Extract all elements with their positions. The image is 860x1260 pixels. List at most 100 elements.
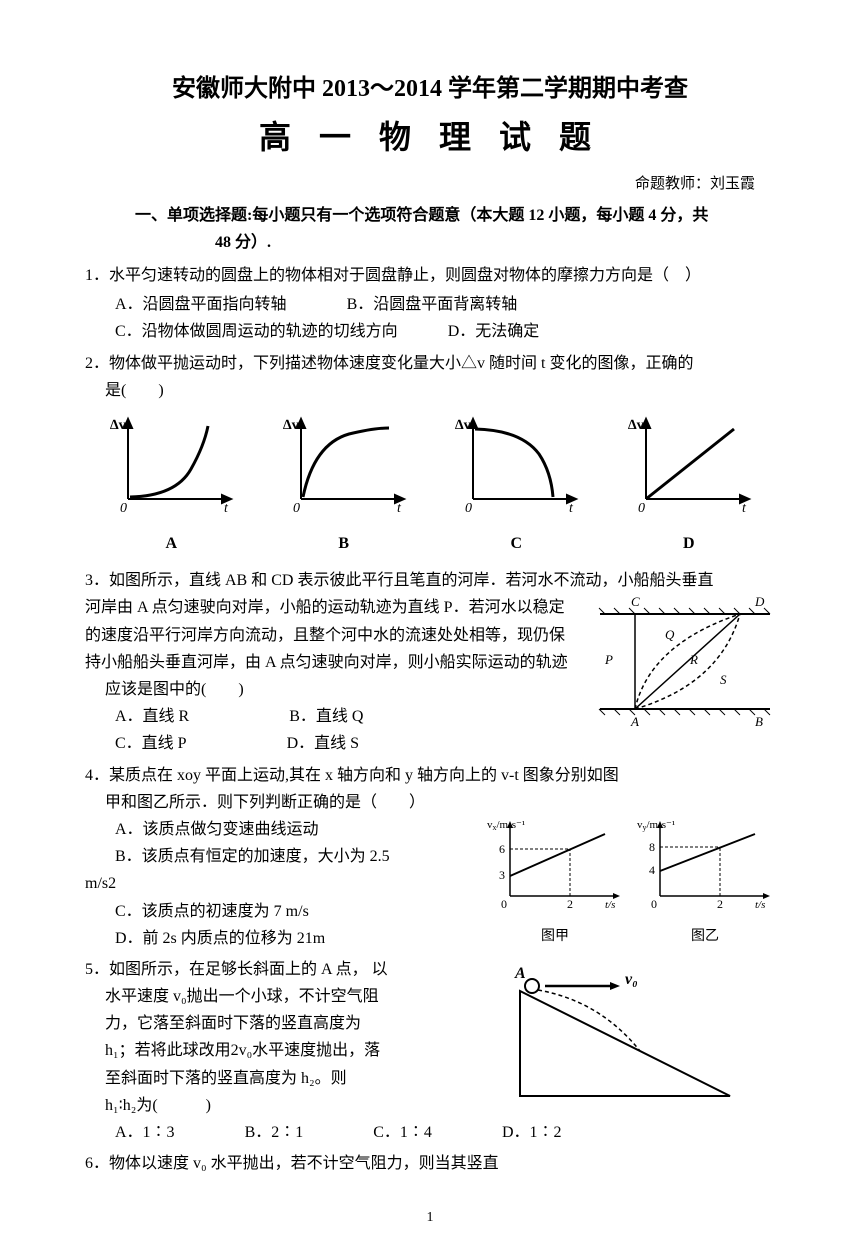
q2-a-ylabel: ∆v: [110, 418, 126, 433]
q1-opt-c: C．沿物体做圆周运动的轨迹的切线方向: [115, 318, 398, 345]
q3-label-b: B: [755, 714, 763, 729]
q2-c-origin: 0: [465, 501, 472, 516]
q2-graphs: ∆v 0 t A ∆v 0 t B: [85, 414, 775, 557]
q2-d-xlabel: t: [742, 501, 747, 516]
q3-label-p: P: [604, 652, 613, 667]
q2-graph-d: ∆v 0 t D: [624, 414, 754, 557]
q2-d-origin: 0: [638, 501, 645, 516]
q2-b-xlabel: t: [397, 501, 402, 516]
q5-opt-a: A．1∶3: [115, 1119, 175, 1146]
q4-yi-caption: 图乙: [635, 925, 775, 949]
q4-jia-xlabel: t/s: [605, 899, 615, 911]
q4-jia-0: 0: [501, 897, 507, 911]
q2-stem-2: 是( ): [105, 377, 775, 404]
q5-line1: 5．如图所示，在足够长斜面上的 A 点， 以: [85, 956, 465, 983]
q5-opt-b: B．2∶1: [245, 1119, 304, 1146]
q4-yi-y8: 8: [649, 840, 655, 854]
question-6: 6．物体以速度 v₀ 水平抛出，若不计空气阻力，则当其竖直: [85, 1150, 775, 1177]
q2-stem-1: 2．物体做平抛运动时，下列描述物体速度变化量大小△v 随时间 t 变化的图像，正…: [85, 350, 775, 377]
q3-label-r: R: [689, 652, 698, 667]
q4-fig-yi: vy/m·s⁻¹ 8 4 0 2 t/s 图乙: [635, 816, 775, 952]
q4-fig-yi-svg: vy/m·s⁻¹ 8 4 0 2 t/s: [635, 816, 775, 916]
q3-label-d: D: [754, 594, 765, 609]
q4-yi-x2: 2: [717, 897, 723, 911]
q2-label-c: C: [451, 530, 581, 557]
q3-label-a: A: [630, 714, 639, 729]
q3-figure-svg: C D A B P Q R S: [595, 594, 775, 734]
q5-figure-svg: A v₀: [490, 956, 750, 1106]
q5-line3: 力，它落至斜面时下落的竖直高度为: [105, 1010, 465, 1037]
q2-label-b: B: [279, 530, 409, 557]
q3-figure: C D A B P Q R S: [595, 594, 775, 743]
q2-c-ylabel: ∆v: [455, 418, 471, 433]
q4-jia-x2: 2: [567, 897, 573, 911]
q1-opt-b: B．沿圆盘平面背离转轴: [347, 291, 518, 318]
q2-graph-c-svg: ∆v 0 t: [451, 414, 581, 519]
q3-opt-a: A．直线 R: [115, 703, 189, 730]
q3-label-s: S: [720, 672, 727, 687]
q5-figure: A v₀: [465, 956, 776, 1119]
q1-stem: 1．水平匀速转动的圆盘上的物体相对于圆盘静止，则圆盘对物体的摩擦力方向是（ ）: [85, 262, 775, 289]
section-1-title-line1: 一、单项选择题:每小题只有一个选项符合题意（本大题 12 小题，每小题 4 分，…: [135, 207, 708, 224]
q3-opt-d: D．直线 S: [287, 730, 359, 757]
q4-opt-c: C．该质点的初速度为 7 m/s: [115, 898, 465, 925]
q4-jia-ylabel: vx/m·s⁻¹: [487, 819, 525, 832]
q2-b-ylabel: ∆v: [283, 418, 299, 433]
q2-b-origin: 0: [293, 501, 300, 516]
q5-opt-c: C．1∶4: [373, 1119, 432, 1146]
q4-fig-jia-svg: vx/m·s⁻¹ 6 3 0 2 t/s: [485, 816, 625, 916]
question-3: 3．如图所示，直线 AB 和 CD 表示彼此平行且笔直的河岸．若河水不流动，小船…: [85, 567, 775, 757]
q5-label-a: A: [514, 965, 526, 982]
q2-d-ylabel: ∆v: [628, 418, 644, 433]
q2-graph-c: ∆v 0 t C: [451, 414, 581, 557]
teacher-credit: 命题教师：刘玉霞: [85, 172, 775, 196]
question-4: 4．某质点在 xoy 平面上运动,其在 x 轴方向和 y 轴方向上的 v-t 图…: [85, 762, 775, 952]
q2-c-xlabel: t: [569, 501, 574, 516]
q3-opt-c: C．直线 P: [115, 730, 187, 757]
q4-jia-y6: 6: [499, 842, 505, 856]
q5-line5: 至斜面时下落的竖直高度为 h₂。则: [105, 1065, 465, 1092]
q5-line2: 水平速度 v₀抛出一个小球，不计空气阻: [105, 983, 465, 1010]
q2-a-origin: 0: [120, 501, 127, 516]
q4-opt-b1: B．该质点有恒定的加速度，大小为 2.5: [115, 843, 465, 870]
question-1: 1．水平匀速转动的圆盘上的物体相对于圆盘静止，则圆盘对物体的摩擦力方向是（ ） …: [85, 262, 775, 346]
q5-line6: h₁∶h₂为( ): [105, 1092, 465, 1119]
q3-line3: 的速度沿平行河岸方向流动，且整个河中水的流速处处相等，现仍保: [85, 622, 587, 649]
q3-label-c: C: [631, 594, 640, 609]
q2-graph-d-svg: ∆v 0 t: [624, 414, 754, 519]
q4-yi-0: 0: [651, 897, 657, 911]
q3-line5: 应该是图中的( ): [105, 676, 587, 703]
q3-line4: 持小船船头垂直河岸，由 A 点匀速驶向对岸，则小船实际运动的轨迹: [85, 649, 587, 676]
q3-line1: 3．如图所示，直线 AB 和 CD 表示彼此平行且笔直的河岸．若河水不流动，小船…: [85, 567, 775, 594]
q1-opt-a: A．沿圆盘平面指向转轴: [115, 291, 287, 318]
q4-opt-b2: m/s2: [85, 870, 465, 897]
q4-jia-y3: 3: [499, 868, 505, 882]
exam-title-sub: 高 一 物 理 试 题: [85, 112, 775, 163]
q5-line4: h₁；若将此球改用2v₀水平速度抛出，落: [105, 1037, 465, 1064]
q4-opt-a: A．该质点做匀变速曲线运动: [115, 816, 465, 843]
q4-line2: 甲和图乙所示．则下列判断正确的是（ ）: [105, 789, 775, 816]
q4-opt-d: D．前 2s 内质点的位移为 21m: [115, 925, 465, 952]
q2-label-a: A: [106, 530, 236, 557]
page-number: 1: [85, 1207, 775, 1229]
q3-label-q: Q: [665, 627, 675, 642]
q5-label-v0: v₀: [625, 971, 638, 988]
q5-opt-d: D．1∶2: [502, 1119, 562, 1146]
q4-yi-xlabel: t/s: [755, 899, 765, 911]
q2-graph-b: ∆v 0 t B: [279, 414, 409, 557]
q4-line1: 4．某质点在 xoy 平面上运动,其在 x 轴方向和 y 轴方向上的 v-t 图…: [85, 762, 775, 789]
q4-jia-caption: 图甲: [485, 925, 625, 949]
q2-graph-b-svg: ∆v 0 t: [279, 414, 409, 519]
q2-graph-a-svg: ∆v 0 t: [106, 414, 236, 519]
section-1-title: 一、单项选择题:每小题只有一个选项符合题意（本大题 12 小题，每小题 4 分，…: [135, 202, 775, 256]
q3-line2: 河岸由 A 点匀速驶向对岸，小船的运动轨迹为直线 P．若河水以稳定: [85, 594, 587, 621]
q1-opt-d: D．无法确定: [448, 318, 540, 345]
q3-opt-b: B．直线 Q: [289, 703, 363, 730]
q2-a-xlabel: t: [224, 501, 229, 516]
q6-stem: 6．物体以速度 v₀ 水平抛出，若不计空气阻力，则当其竖直: [85, 1150, 775, 1177]
q4-yi-y4: 4: [649, 863, 655, 877]
q4-yi-ylabel: vy/m·s⁻¹: [637, 819, 675, 832]
q2-label-d: D: [624, 530, 754, 557]
section-1-title-line2: 48 分）.: [215, 234, 271, 251]
question-2: 2．物体做平抛运动时，下列描述物体速度变化量大小△v 随时间 t 变化的图像，正…: [85, 350, 775, 558]
